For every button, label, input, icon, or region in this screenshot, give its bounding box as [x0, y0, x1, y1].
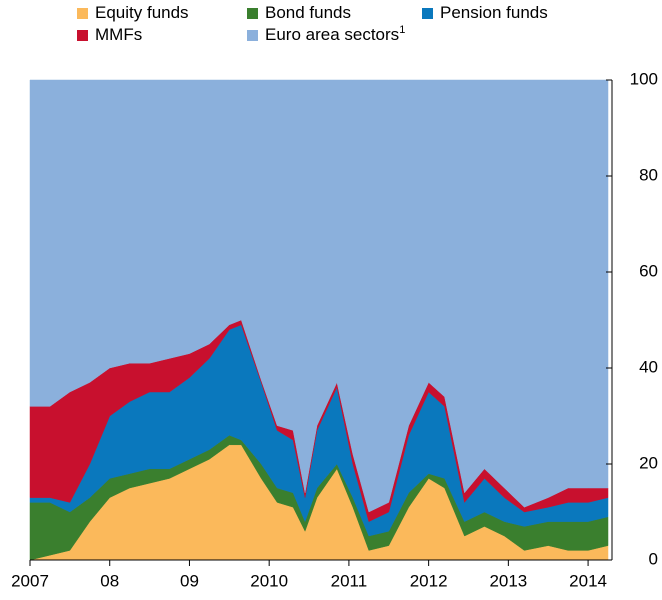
x-tick-label: 2014: [569, 571, 607, 590]
y-tick-label: 60: [639, 261, 658, 280]
x-tick-label: 2011: [331, 571, 368, 590]
y-tick-label: 40: [639, 357, 658, 376]
x-tick-label: 09: [180, 571, 199, 590]
legend-label: Euro area sectors1: [265, 24, 405, 45]
y-tick-label: 80: [639, 165, 658, 184]
x-tick-label: 2010: [250, 571, 288, 590]
legend-label: Bond funds: [265, 3, 351, 22]
y-tick-label: 100: [630, 69, 658, 88]
y-tick-label: 20: [639, 453, 658, 472]
legend-swatch: [247, 30, 258, 41]
legend-item: MMFs: [77, 25, 142, 44]
legend-item: Equity funds: [77, 3, 189, 22]
x-tick-label: 2012: [410, 571, 448, 590]
legend-swatch: [247, 8, 258, 19]
legend-label: Pension funds: [440, 3, 548, 22]
x-tick-label: 08: [100, 571, 119, 590]
x-tick-label: 2013: [489, 571, 527, 590]
legend-text: Euro area sectors: [265, 25, 399, 44]
y-tick-label: 0: [649, 549, 658, 568]
area: [29, 79, 609, 513]
legend-text: MMFs: [95, 25, 142, 44]
legend-item: Euro area sectors1: [247, 24, 405, 45]
legend-text: Pension funds: [440, 3, 548, 22]
legend-item: Bond funds: [247, 3, 351, 22]
legend-text: Equity funds: [95, 3, 189, 22]
x-tick-label: 2007: [11, 571, 49, 590]
legend-label: Equity funds: [95, 3, 189, 22]
legend-swatch: [77, 30, 88, 41]
legend-item: Pension funds: [422, 3, 548, 22]
legend-label: MMFs: [95, 25, 142, 44]
legend-text: Bond funds: [265, 3, 351, 22]
legend-swatch: [422, 8, 433, 19]
legend-swatch: [77, 8, 88, 19]
legend-superscript: 1: [399, 24, 405, 36]
